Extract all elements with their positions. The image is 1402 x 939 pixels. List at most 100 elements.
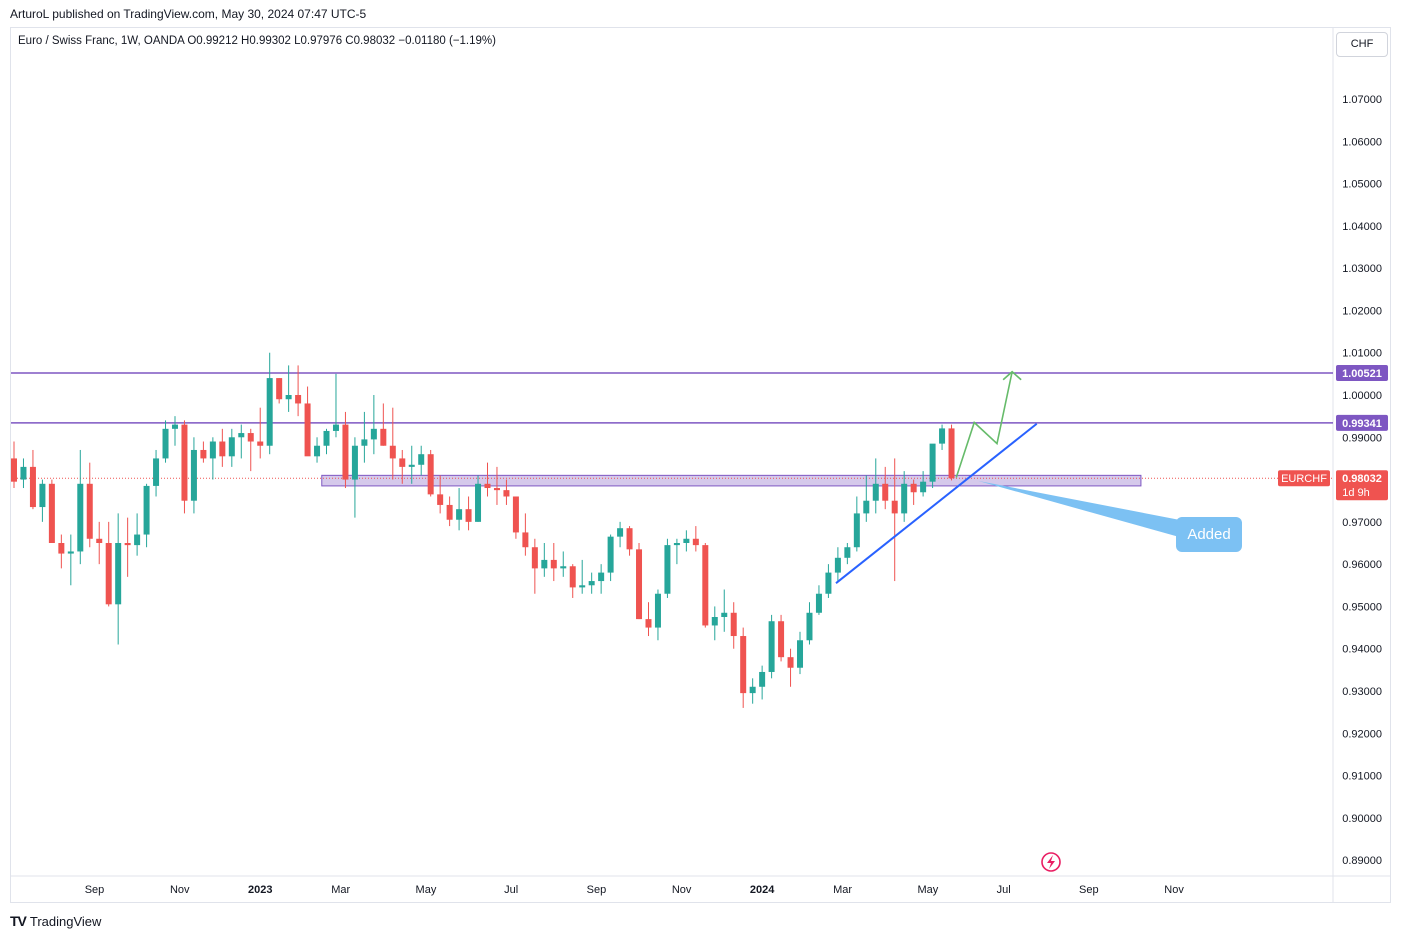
candle-body	[512, 496, 519, 533]
candle-body	[825, 572, 832, 594]
x-tick-label: Sep	[587, 884, 607, 896]
candle-body	[692, 538, 699, 546]
candle-body	[939, 428, 946, 444]
candle-body	[446, 504, 453, 520]
candle-body	[342, 424, 349, 480]
y-tick-label: 0.90000	[1342, 813, 1382, 825]
currency-button[interactable]: CHF	[1336, 32, 1388, 57]
candle-body	[115, 543, 122, 605]
x-tick-label: Mar	[331, 884, 350, 896]
candle-body	[531, 547, 538, 569]
candle-body	[910, 483, 917, 493]
lightning-bolt	[1047, 855, 1055, 869]
candle-body	[39, 483, 46, 508]
tradingview-logo-icon: TV	[10, 913, 27, 929]
y-tick-label: 0.97000	[1342, 517, 1382, 529]
candle-body	[607, 536, 614, 573]
candle-body	[541, 559, 548, 569]
lightning-icon	[1041, 852, 1061, 872]
candle-body	[493, 488, 500, 491]
candle-body	[759, 671, 766, 687]
candle-body	[247, 433, 254, 442]
candle-body	[787, 657, 794, 668]
candle-body	[844, 547, 851, 558]
candle-body	[484, 483, 491, 489]
candle-body	[162, 428, 169, 459]
candle-body	[901, 483, 908, 514]
x-tick-label: Sep	[85, 884, 105, 896]
y-tick-label: 1.03000	[1342, 263, 1382, 275]
candle-body	[181, 424, 188, 501]
current-price-tag	[1336, 470, 1388, 501]
candle-body	[626, 528, 633, 550]
candle-body	[645, 619, 652, 628]
callout-added: Added	[1176, 517, 1242, 552]
candle-body	[569, 566, 576, 588]
candle-body	[124, 543, 131, 546]
candle-body	[588, 581, 595, 586]
candle-body	[77, 483, 84, 552]
candle-body	[219, 441, 226, 457]
candle-body	[882, 483, 889, 501]
y-tick-label: 0.89000	[1342, 855, 1382, 867]
candle-body	[456, 509, 463, 520]
candle-body	[276, 378, 283, 400]
candle-body	[579, 585, 586, 588]
candle-body	[617, 528, 624, 537]
candle-body	[560, 566, 567, 569]
x-tick-label: May	[917, 884, 938, 896]
candle-body	[465, 509, 472, 522]
candle-body	[389, 445, 396, 459]
level-price-label: 1.00521	[1342, 368, 1382, 380]
candle-body	[654, 593, 661, 628]
x-tick-label: Mar	[833, 884, 852, 896]
candle-body	[257, 441, 264, 446]
candle-body	[351, 445, 358, 480]
candle-body	[550, 559, 557, 569]
y-tick-label: 1.04000	[1342, 221, 1382, 233]
candle-body	[418, 454, 425, 465]
candle-body	[721, 612, 728, 617]
candle-body	[806, 612, 813, 641]
chart-legend: Euro / Swiss Franc, 1W, OANDA O0.99212 H…	[18, 35, 496, 47]
candle-body	[11, 458, 17, 482]
lightning-ring	[1041, 852, 1061, 872]
candle-body	[200, 449, 207, 459]
y-tick-label: 1.02000	[1342, 305, 1382, 317]
level-price-label: 0.99341	[1342, 418, 1382, 430]
candle-body	[295, 395, 302, 404]
x-tick-label: Jul	[997, 884, 1011, 896]
candle-body	[730, 612, 737, 637]
candle-body	[437, 494, 444, 505]
candle-body	[86, 483, 93, 539]
candle-body	[778, 621, 785, 658]
candle-body	[171, 424, 178, 429]
candle-body	[380, 428, 387, 446]
tradingview-brand[interactable]: TV TradingView	[10, 913, 101, 929]
y-tick-label: 1.00000	[1342, 390, 1382, 402]
candle-body	[475, 483, 482, 522]
candle-body	[683, 538, 690, 543]
callout-pointer	[978, 480, 1190, 540]
candle-body	[134, 534, 141, 546]
candle-body	[370, 428, 377, 440]
brand-name: TradingView	[29, 913, 102, 929]
candle-body	[503, 490, 510, 497]
level-price-tag	[1336, 414, 1388, 431]
candle-body	[891, 500, 898, 514]
candle-body	[749, 686, 756, 694]
publish-line: ArturoL published on TradingView.com, Ma…	[10, 7, 367, 21]
y-tick-label: 0.91000	[1342, 771, 1382, 783]
candle-body	[427, 454, 434, 495]
candle-body	[664, 545, 671, 594]
y-tick-label: 0.94000	[1342, 644, 1382, 656]
candle-body	[636, 549, 643, 620]
x-tick-label: Sep	[1079, 884, 1099, 896]
x-tick-label: May	[416, 884, 437, 896]
candle-body	[105, 543, 112, 605]
trendline	[835, 422, 1038, 584]
candle-body	[238, 433, 245, 438]
candle-body	[863, 500, 870, 514]
candle-body	[332, 424, 339, 431]
